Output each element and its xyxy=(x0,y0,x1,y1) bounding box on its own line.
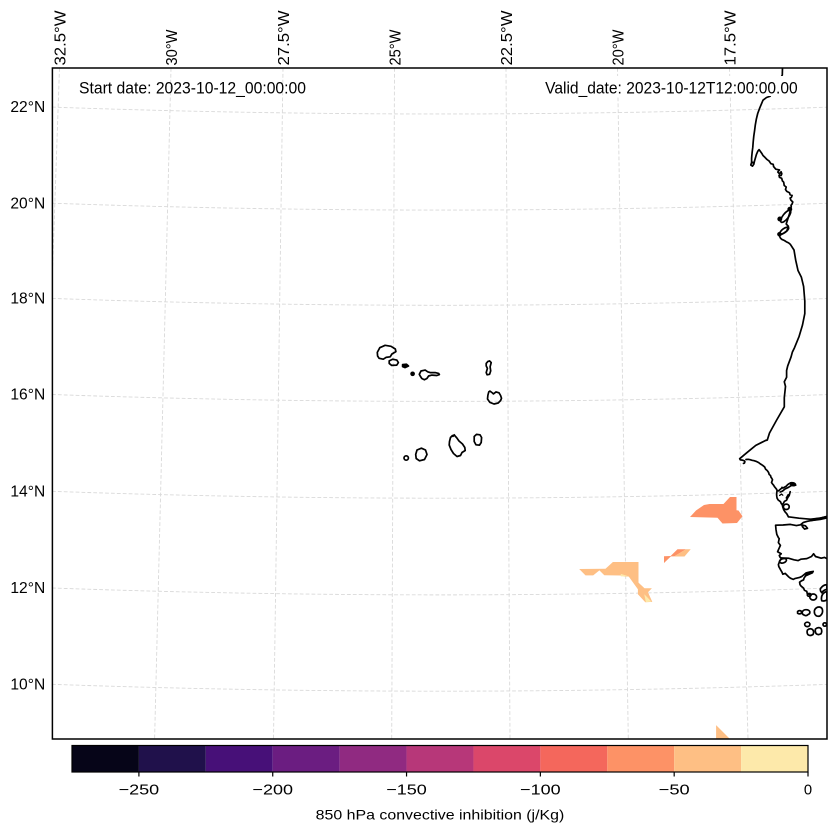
svg-text:−50: −50 xyxy=(659,783,690,799)
svg-text:Valid_date: 2023-10-12T12:00:0: Valid_date: 2023-10-12T12:00:00.00 xyxy=(545,79,798,97)
svg-text:32.5°W: 32.5°W xyxy=(53,10,70,66)
svg-text:30°W: 30°W xyxy=(164,29,181,66)
svg-text:10°N: 10°N xyxy=(10,676,45,693)
svg-text:14°N: 14°N xyxy=(10,483,45,500)
svg-text:27.5°W: 27.5°W xyxy=(276,10,293,66)
svg-text:12°N: 12°N xyxy=(10,580,45,597)
svg-text:0: 0 xyxy=(804,783,812,799)
svg-text:17.5°W: 17.5°W xyxy=(723,10,740,66)
svg-text:16°N: 16°N xyxy=(10,387,45,404)
svg-text:−150: −150 xyxy=(386,783,427,799)
svg-text:25°W: 25°W xyxy=(388,29,405,66)
svg-text:−100: −100 xyxy=(520,783,561,799)
svg-text:850 hPa convective inhibition: 850 hPa convective inhibition (j/Kg) xyxy=(316,807,565,823)
svg-text:18°N: 18°N xyxy=(10,291,45,308)
svg-text:22.5°W: 22.5°W xyxy=(499,10,516,66)
svg-text:22°N: 22°N xyxy=(10,99,45,116)
svg-text:−250: −250 xyxy=(119,783,160,799)
svg-text:20°N: 20°N xyxy=(10,195,45,212)
svg-text:20°W: 20°W xyxy=(611,29,628,66)
svg-text:−200: −200 xyxy=(252,783,293,799)
svg-text:Start date: 2023-10-12_00:00:0: Start date: 2023-10-12_00:00:00 xyxy=(79,80,306,98)
